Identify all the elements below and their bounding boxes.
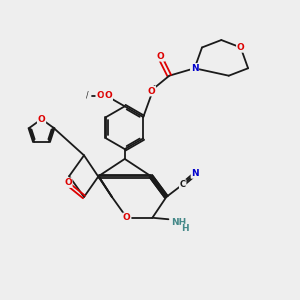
Text: H: H [181, 224, 189, 233]
Text: C: C [180, 180, 186, 189]
Text: /: / [86, 91, 89, 100]
Text: O: O [123, 213, 131, 222]
Text: O: O [96, 91, 104, 100]
Text: NH: NH [172, 218, 187, 227]
Text: O: O [157, 52, 164, 61]
Text: N: N [191, 169, 199, 178]
Text: O: O [237, 43, 244, 52]
Text: O: O [64, 178, 72, 187]
Text: N: N [191, 64, 198, 73]
Text: O: O [104, 92, 112, 100]
Text: O: O [38, 115, 45, 124]
Text: O: O [148, 87, 155, 96]
